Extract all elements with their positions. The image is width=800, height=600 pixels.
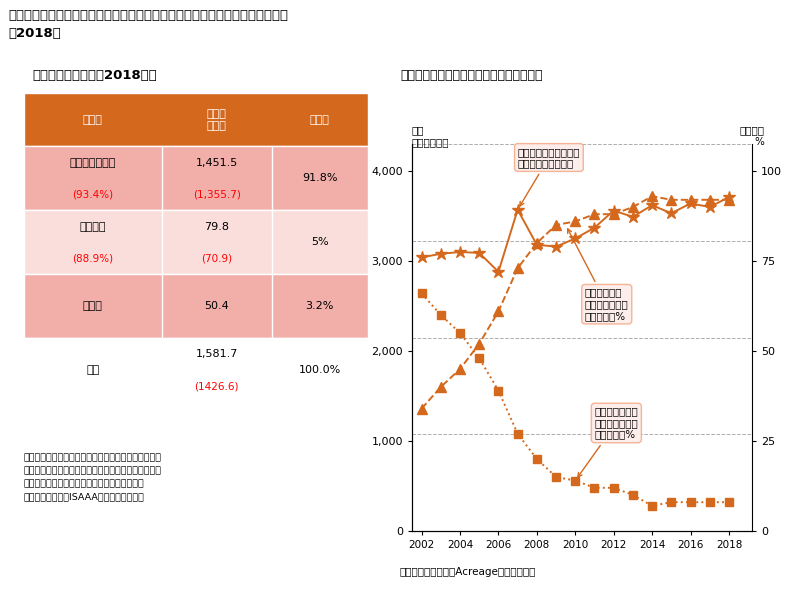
Text: 遺伝子組換え
トウモロコシの
作付比率、%: 遺伝子組換え トウモロコシの 作付比率、% xyxy=(568,229,629,321)
Text: アメリカ合衆国: アメリカ合衆国 xyxy=(70,158,116,168)
Text: 日本への輸入状況（2018年）: 日本への輸入状況（2018年） xyxy=(32,69,157,82)
Text: 1,451.5: 1,451.5 xyxy=(195,158,238,168)
Text: 財務省貿易統計、ISAAA報告書より作成。: 財務省貿易統計、ISAAA報告書より作成。 xyxy=(24,493,145,502)
Text: トウモロコシの全作付
面積、万ヘクタール: トウモロコシの全作付 面積、万ヘクタール xyxy=(518,146,580,206)
FancyBboxPatch shape xyxy=(24,93,368,146)
Text: 最大輸出国・米国における栽培状況の推移: 最大輸出国・米国における栽培状況の推移 xyxy=(400,69,542,82)
Text: シェア: シェア xyxy=(310,115,330,125)
Text: 作付比率: 作付比率 xyxy=(739,125,764,135)
Text: (93.4%): (93.4%) xyxy=(72,190,114,200)
Text: 100.0%: 100.0% xyxy=(298,365,341,375)
Text: 日本のトウモロコシの主要な輸入相手先と最大輸出国における栽培状況の推移: 日本のトウモロコシの主要な輸入相手先と最大輸出国における栽培状況の推移 xyxy=(8,9,288,22)
FancyBboxPatch shape xyxy=(24,338,368,402)
FancyBboxPatch shape xyxy=(24,211,368,274)
Text: ブラジル: ブラジル xyxy=(79,221,106,232)
Text: 91.8%: 91.8% xyxy=(302,173,338,184)
Text: 生産国: 生産国 xyxy=(83,115,102,125)
Text: 5%: 5% xyxy=(311,237,329,247)
Text: 合計: 合計 xyxy=(86,365,99,375)
Text: 赤字は前年の各生産国でのトウモロコシの全作付面積: 赤字は前年の各生産国でのトウモロコシの全作付面積 xyxy=(24,453,162,462)
Text: 3.2%: 3.2% xyxy=(306,301,334,311)
Text: (70.9): (70.9) xyxy=(201,254,232,264)
Text: (88.9%): (88.9%) xyxy=(72,254,114,264)
Text: に対する遺伝子組換えトウモロコシの作付面積比率お: に対する遺伝子組換えトウモロコシの作付面積比率お xyxy=(24,466,162,475)
Text: 79.8: 79.8 xyxy=(204,221,229,232)
Text: 非遺伝子組換え
トウモロコシの
作付比率、%: 非遺伝子組換え トウモロコシの 作付比率、% xyxy=(578,406,638,477)
Text: (1,355.7): (1,355.7) xyxy=(193,190,241,200)
FancyBboxPatch shape xyxy=(24,274,368,338)
Text: その他: その他 xyxy=(83,301,102,311)
Text: 1,581.7: 1,581.7 xyxy=(195,349,238,359)
Text: (1426.6): (1426.6) xyxy=(194,382,239,391)
Text: （2018）: （2018） xyxy=(8,27,61,40)
Text: 50.4: 50.4 xyxy=(204,301,229,311)
Text: %: % xyxy=(754,137,764,147)
Text: （アメリカ農務省「Acreage」より作成）: （アメリカ農務省「Acreage」より作成） xyxy=(400,567,536,577)
Text: 万ヘクタール: 万ヘクタール xyxy=(412,137,450,147)
Text: 輸入量
万トン: 輸入量 万トン xyxy=(206,109,226,131)
Text: 面積: 面積 xyxy=(412,125,425,135)
Text: よび遺伝子組換えトウモロコシの推定輸入量。: よび遺伝子組換えトウモロコシの推定輸入量。 xyxy=(24,479,145,488)
FancyBboxPatch shape xyxy=(24,146,368,211)
